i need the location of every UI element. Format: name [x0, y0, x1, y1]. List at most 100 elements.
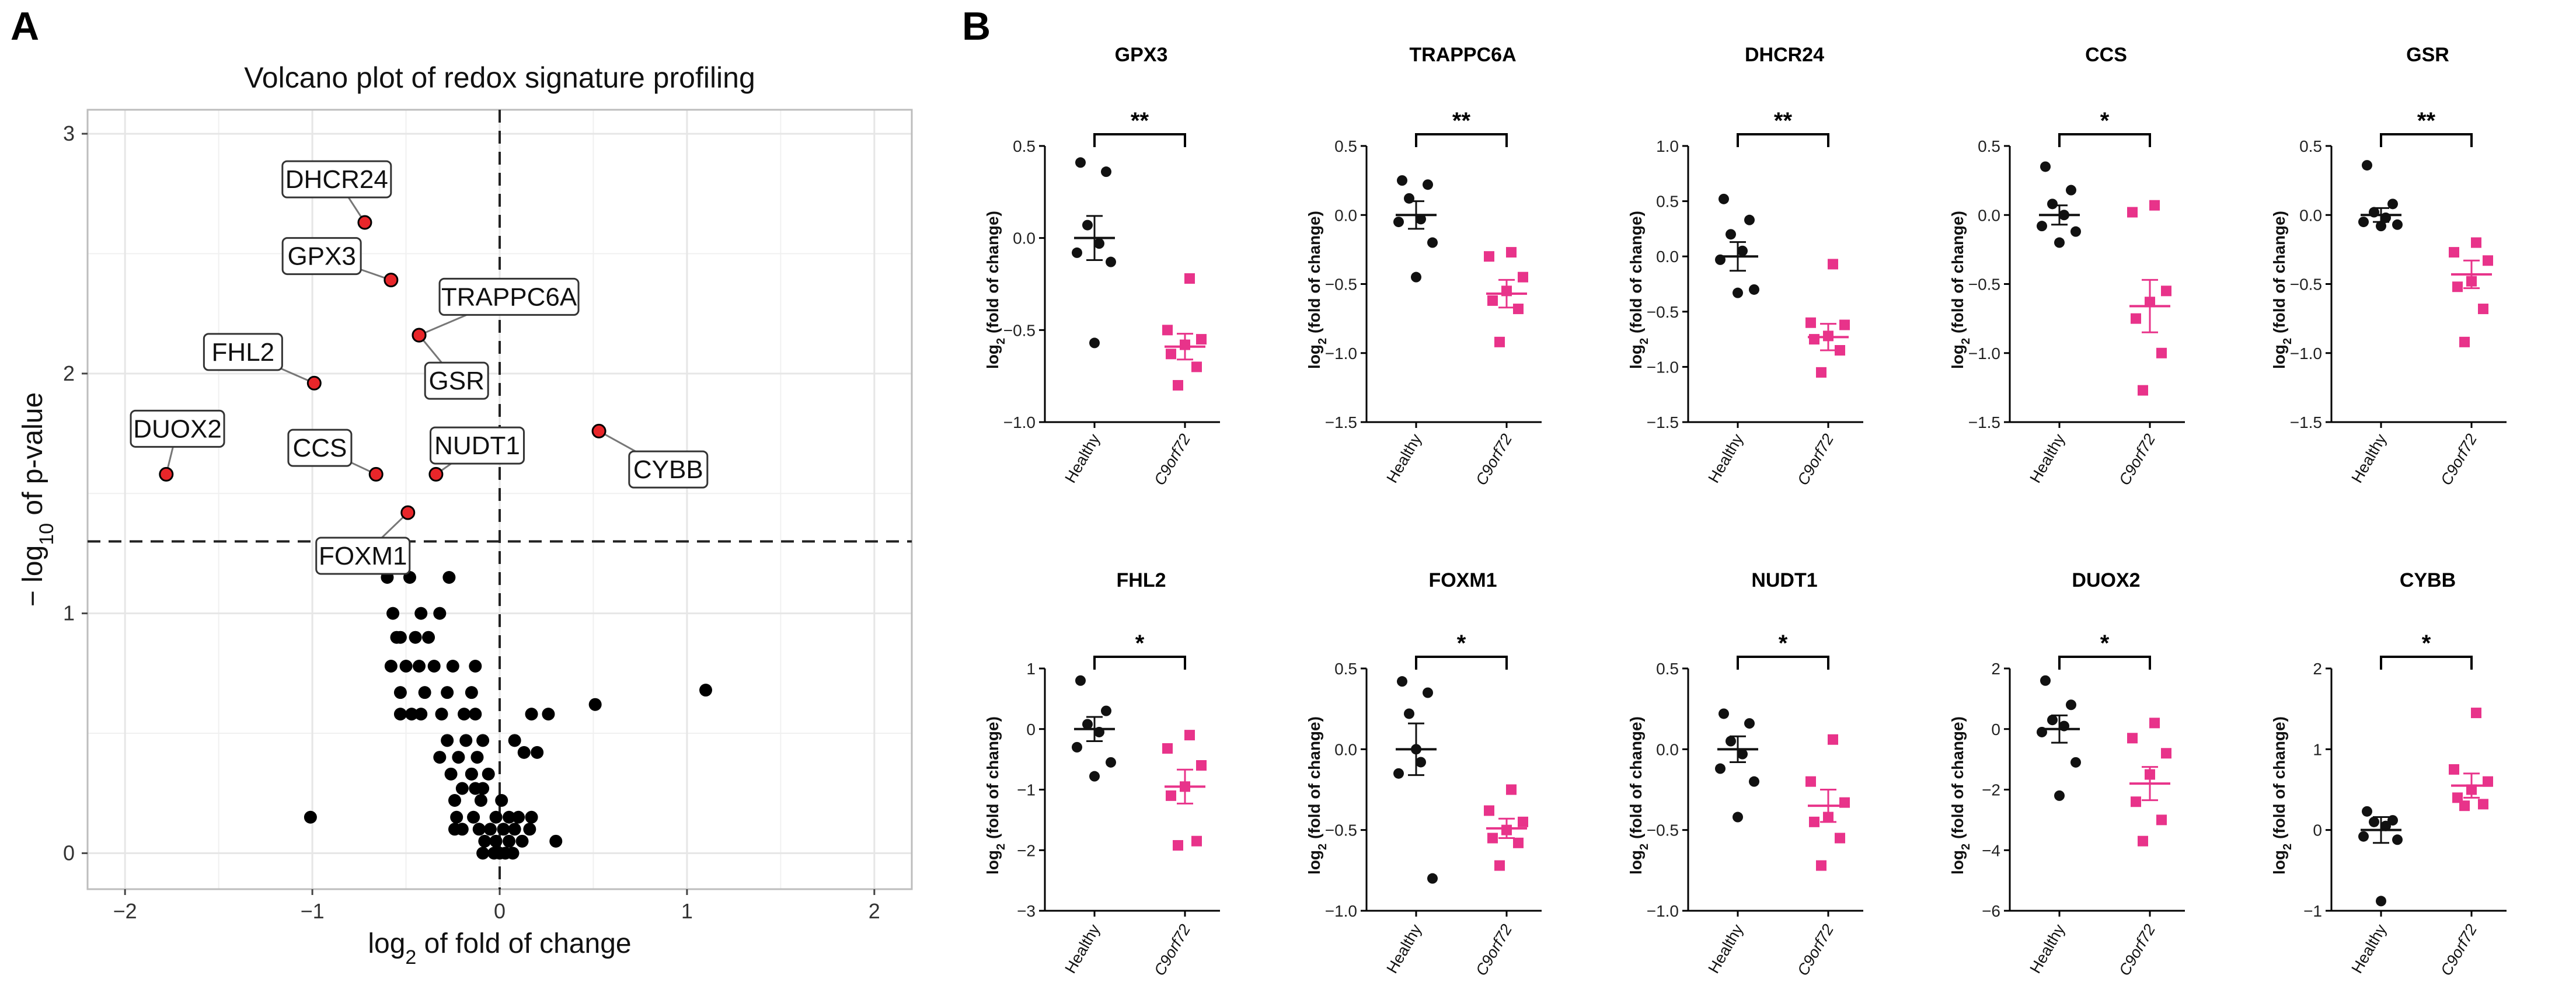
data-point [476, 734, 490, 747]
healthy-point [1733, 287, 1743, 298]
panel-label-a: A [11, 4, 39, 48]
data-point [413, 659, 426, 673]
highlighted-point [384, 273, 399, 288]
y-tick-label: 0.0 [1013, 229, 1036, 248]
healthy-point [2392, 219, 2403, 230]
data-point [476, 847, 490, 860]
data-point [399, 659, 413, 673]
y-tick-label: 0.5 [2299, 137, 2322, 155]
y-tick-label: −1.0 [1003, 413, 1036, 431]
dot-plot-title: TRAPPC6A [1409, 44, 1516, 66]
y-tick-label: −1.0 [1325, 902, 1357, 920]
y-tick-label: −6 [1982, 902, 2000, 920]
c9orf72-point [2452, 281, 2463, 292]
c9orf72-point [1191, 361, 1202, 372]
healthy-point [2358, 217, 2369, 228]
healthy-point [2362, 806, 2372, 817]
x-tick-label: 1 [681, 899, 693, 923]
highlighted-genes: DHCR24 GPX3 TRAPPC6A GSR FHL2 CYBB DUOX2 CCS NUD… [130, 160, 709, 575]
c9orf72-point [1166, 349, 1176, 360]
significance-bracket [2380, 656, 2473, 670]
healthy-point [2362, 160, 2372, 171]
data-point [304, 810, 317, 824]
healthy-point [1733, 812, 1743, 823]
y-tick-label: −0.5 [1325, 276, 1357, 294]
significance-stars: * [2422, 631, 2431, 656]
c9orf72-point [2478, 799, 2488, 810]
dot-plot-y-axis-label: log2 (fold of change) [2270, 211, 2294, 369]
y-tick-label: −1.5 [1968, 413, 2000, 431]
category-label-healthy: Healthy [2026, 921, 2068, 977]
y-tick-label: −4 [1982, 841, 2000, 859]
healthy-point [2376, 896, 2386, 907]
gene-label-box [315, 537, 411, 575]
data-point [393, 708, 407, 721]
dot-plot-duox2: DUOX2 −6 −4 −2 0 2 Healthy C9orf72 log2 (fold of… [1948, 569, 2185, 978]
c9orf72-point [2127, 733, 2138, 744]
dot-plot-y-axis-label: log2 (fold of change) [1305, 211, 1329, 369]
category-label-c9orf72: C9orf72 [1472, 921, 1515, 978]
c9orf72-point [1809, 334, 1819, 345]
volcano-x-axis-label: log2 of fold of change [368, 928, 631, 969]
c9orf72-point [2149, 718, 2160, 729]
data-point [512, 810, 525, 824]
y-tick-label: 2 [63, 361, 75, 385]
data-point [446, 659, 459, 673]
gene-label: CCS [292, 434, 347, 462]
y-tick-label: 0.0 [1334, 740, 1357, 758]
c9orf72-point [1513, 837, 1524, 848]
data-point [384, 659, 398, 673]
c9orf72-point [1513, 304, 1524, 315]
highlighted-point [412, 328, 427, 343]
c9orf72-point [2156, 814, 2167, 826]
c9orf72-point [1184, 273, 1195, 284]
y-tick-label: 0.0 [1656, 740, 1679, 758]
healthy-point [1715, 763, 1726, 774]
y-tick-label: 0 [1026, 720, 1036, 739]
significance-bracket [2058, 133, 2151, 147]
y-tick-label: −0.5 [1647, 821, 1679, 840]
healthy-point [1397, 175, 1407, 186]
gene-label: GSR [429, 367, 484, 395]
y-tick-label: 0.0 [1334, 206, 1357, 224]
significance-stars: * [1457, 631, 1466, 656]
c9orf72-point [2483, 776, 2493, 787]
data-point [517, 746, 531, 759]
volcano-points [304, 571, 712, 860]
c9orf72-point [2127, 207, 2138, 218]
data-point [525, 708, 538, 721]
y-tick-label: −1 [1017, 781, 1036, 799]
c9orf72-point [1809, 816, 1819, 827]
c9orf72-point [1196, 334, 1207, 345]
healthy-point [1719, 708, 1729, 719]
y-tick-label: 0.5 [1656, 193, 1679, 211]
dot-plot-y-axis-label: log2 (fold of change) [1948, 211, 1972, 369]
y-tick-label: 0.5 [1334, 660, 1357, 678]
data-point [489, 834, 503, 848]
c9orf72-point [1506, 247, 1517, 258]
data-point [414, 607, 428, 620]
dot-plot-title: NUDT1 [1751, 569, 1817, 591]
healthy-point [1397, 676, 1407, 687]
data-point [442, 571, 456, 584]
y-tick-label: −1.0 [1647, 902, 1679, 920]
c9orf72-point [2459, 800, 2470, 812]
y-tick-label: 1 [2313, 740, 2322, 758]
data-point [435, 708, 448, 721]
data-point [458, 708, 471, 721]
c9orf72-point [1484, 251, 1494, 262]
significance-bracket [1737, 656, 1829, 670]
gene-label-box [424, 361, 489, 400]
y-tick-label: 0.0 [2299, 206, 2322, 224]
highlighted-point [591, 423, 606, 438]
y-tick-label: 1 [63, 601, 75, 625]
data-point [422, 631, 435, 644]
dot-plot-title: GSR [2406, 44, 2449, 66]
healthy-point [2054, 790, 2065, 801]
highlighted-point [357, 215, 372, 230]
x-tick-label: 0 [494, 899, 506, 923]
data-point [549, 834, 563, 848]
significance-stars: ** [1452, 108, 1471, 134]
category-label-healthy: Healthy [1061, 431, 1103, 486]
data-point [469, 708, 482, 721]
